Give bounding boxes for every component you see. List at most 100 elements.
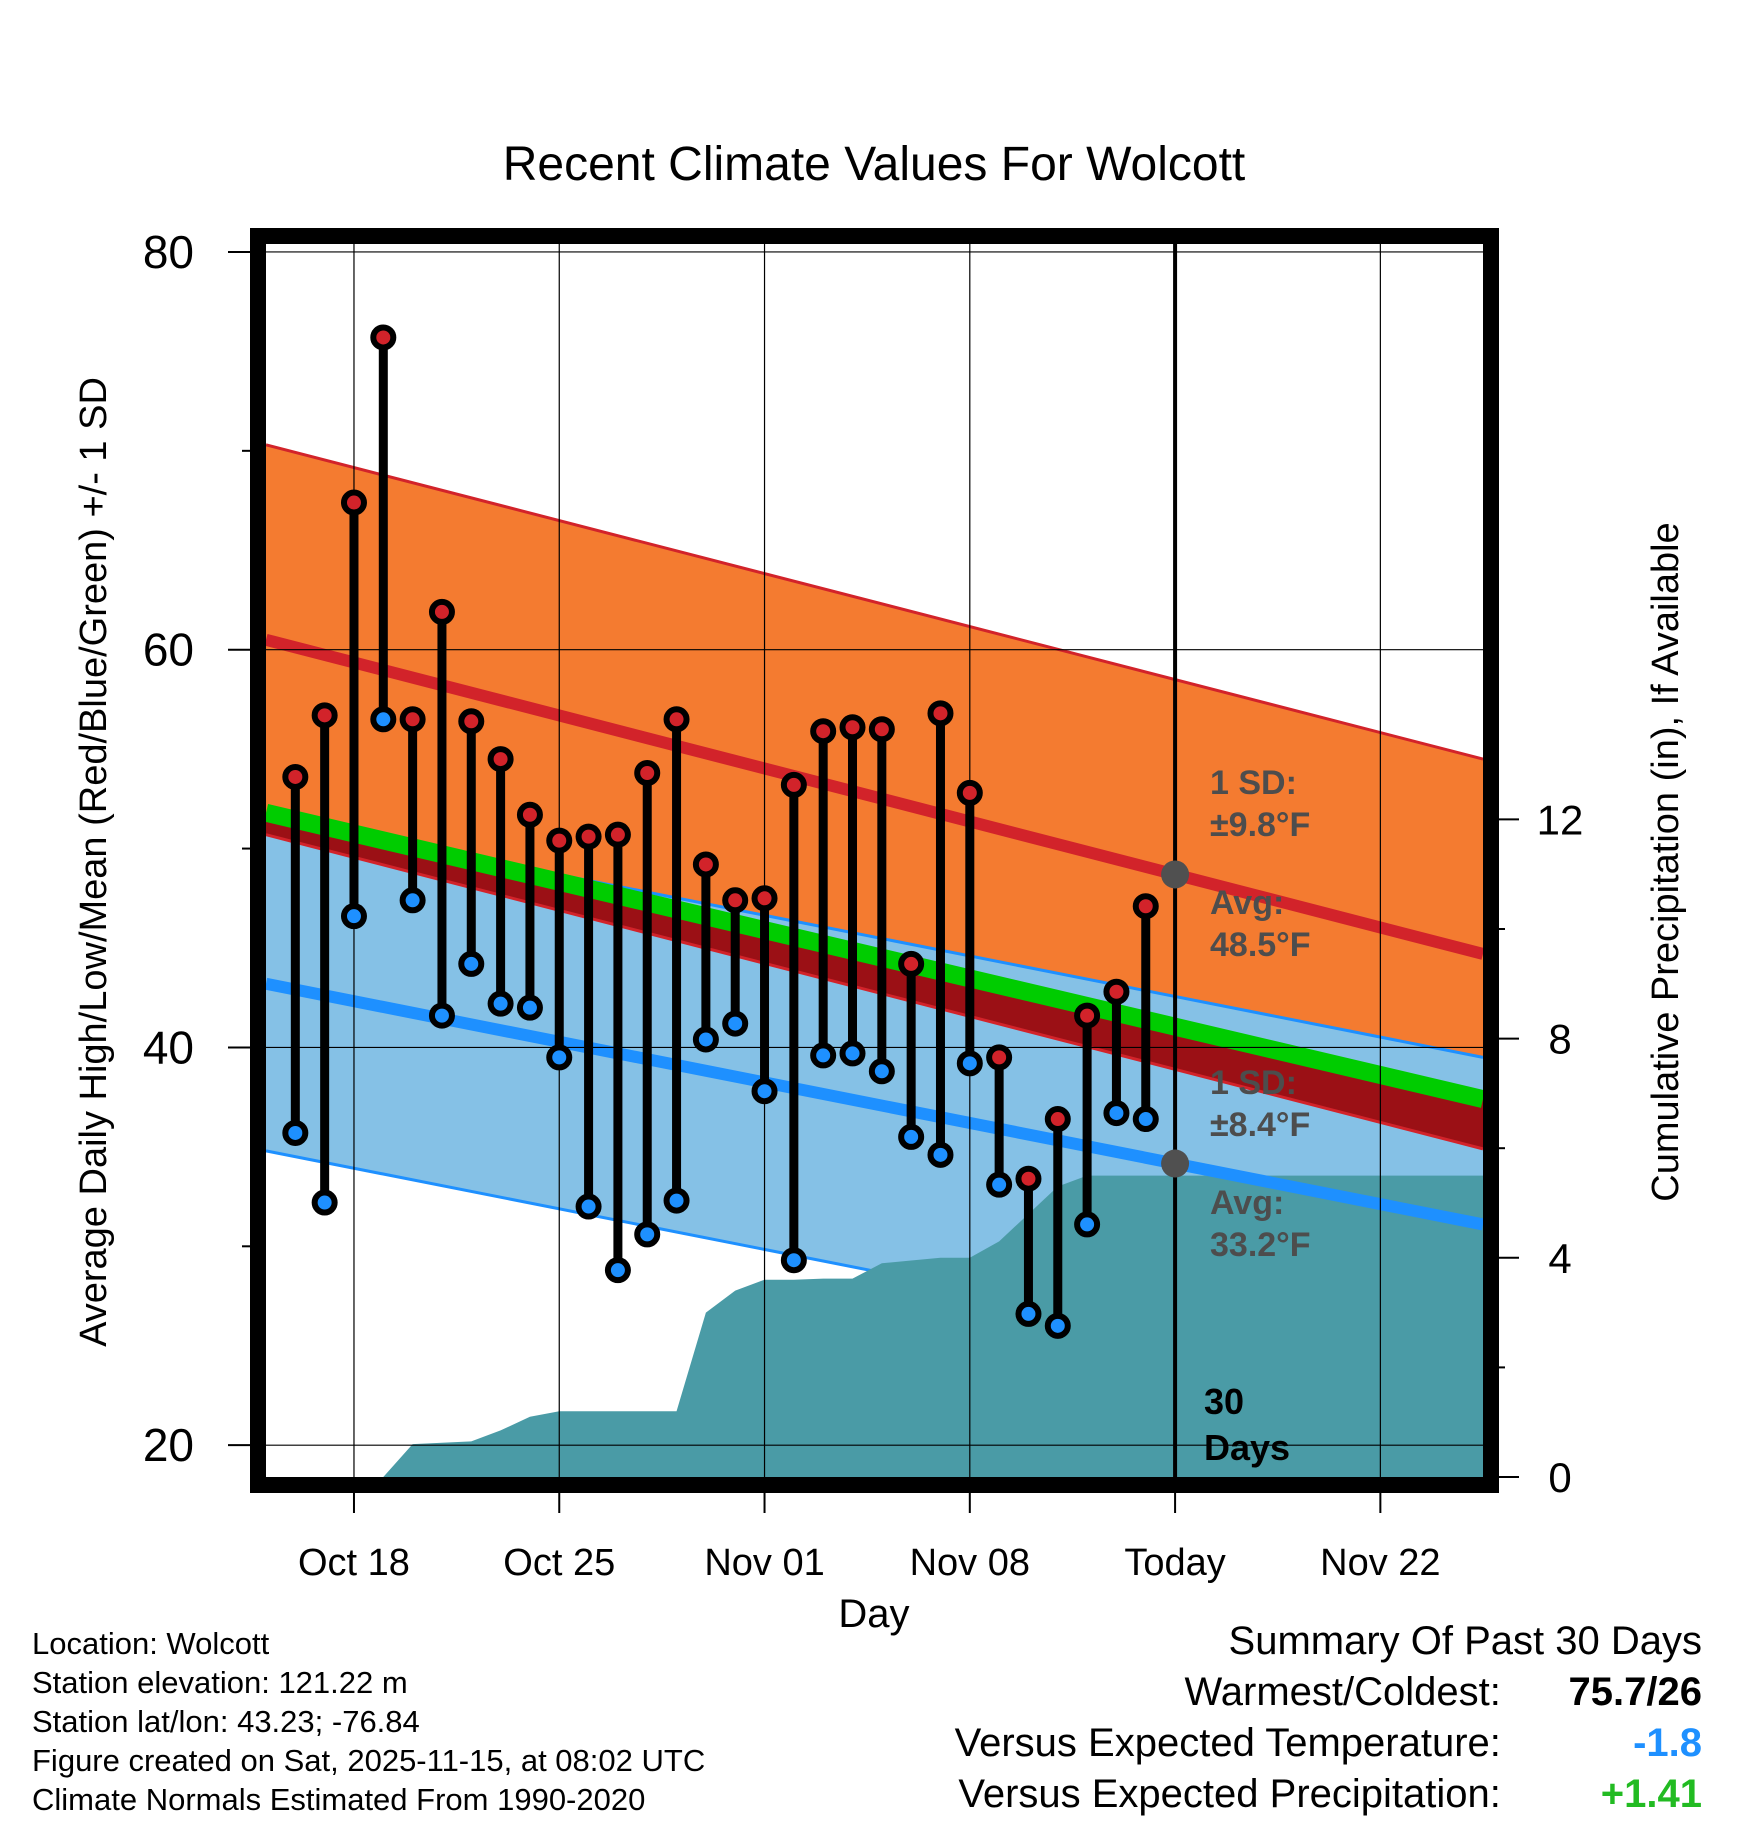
daily-low-dot [868,1058,895,1085]
daily-low-dot [780,1247,807,1274]
daily-high-dot [311,702,338,729]
summary-precip-row: Versus Expected Precipitation: +1.41 [955,1769,1702,1820]
daily-high-dot [458,708,485,735]
daily-low-dot [1015,1300,1042,1327]
daily-low-dot [839,1040,866,1067]
daily-high-dot [1103,978,1130,1005]
daily-high-dot [634,759,661,786]
daily-high-dot [399,706,426,733]
high-normal-line [264,633,1485,960]
daily-high-dot [898,950,925,977]
daily-low-dot [311,1189,338,1216]
daily-low-dot [487,990,514,1017]
low-sd-value: ±8.4°F [1210,1106,1310,1144]
daily-low-dot [986,1171,1013,1198]
high-avg-value: 48.5°F [1210,926,1311,964]
summary-temp-row: Versus Expected Temperature: -1.8 [955,1718,1702,1769]
summary-warmest-row: Warmest/Coldest: 75.7/26 [955,1667,1703,1718]
y-right-tick-label: 8 [1548,1016,1571,1063]
temp-anomaly-value: -1.8 [1633,1721,1702,1765]
daily-low-dot [751,1078,778,1105]
today-low-avg-marker [1161,1149,1190,1178]
daily-low-dot [1103,1100,1130,1127]
daily-high-dot [516,801,543,828]
daily-high-dot [575,823,602,850]
daily-low-dot [663,1187,690,1214]
daily-high-dot [428,598,455,625]
daily-low-dot [810,1042,837,1069]
y-right-tick-label: 4 [1548,1235,1571,1282]
warmest-label: Warmest/Coldest: [1184,1670,1501,1714]
y-tick-label: 20 [143,1419,194,1471]
daily-low-dot [458,950,485,977]
low-avg-value: 33.2°F [1210,1226,1311,1264]
summary-panel: Summary Of Past 30 Days Warmest/Coldest:… [955,1616,1702,1820]
low-avg-label: Avg: [1210,1184,1284,1222]
x-tick-label: Today [1124,1542,1225,1584]
normals-text: Climate Normals Estimated From 1990-2020 [32,1782,646,1817]
daily-high-dot [839,714,866,741]
x-tick-label: Oct 18 [298,1542,410,1584]
daily-high-dot [810,718,837,745]
temp-anomaly-label: Versus Expected Temperature: [954,1721,1501,1765]
daily-low-dot [634,1221,661,1248]
chart-title: Recent Climate Values For Wolcott [503,138,1246,191]
daily-low-dot [575,1193,602,1220]
daily-low-dot [546,1044,573,1071]
location-text: Location: Wolcott [32,1626,270,1661]
daily-low-dot [340,903,367,930]
daily-low-dot [1074,1211,1101,1238]
daily-high-dot [692,851,719,878]
daily-high-dot [340,489,367,516]
y-axis-label-left: Average Daily High/Low/Mean (Red/Blue/Gr… [73,377,115,1347]
x-tick-label: Nov 08 [910,1542,1030,1584]
y-right-tick-label: 12 [1537,796,1584,843]
created-text: Figure created on Sat, 2025-11-15, at 08… [32,1743,706,1778]
y-tick-label: 80 [143,226,194,278]
elevation-text: Station elevation: 121.22 m [32,1665,408,1700]
daily-high-dot [956,779,983,806]
daily-high-dot [927,700,954,727]
x-axis-label: Day [838,1592,909,1636]
daily-low-dot [428,1002,455,1029]
daily-low-dot [604,1257,631,1284]
y-axis-label-right: Cumulative Precipitation (in), If Availa… [1645,522,1687,1201]
x-tick-label: Nov 22 [1320,1542,1440,1584]
y-tick-label: 40 [143,1021,194,1073]
daily-high-dot [1132,893,1159,920]
daily-low-dot [722,1010,749,1037]
daily-low-dot [1132,1106,1159,1133]
daily-high-dot [751,885,778,912]
daily-high-dot [1015,1165,1042,1192]
daily-low-dot [898,1123,925,1150]
daily-high-dot [780,771,807,798]
plot-frame [250,228,1499,1493]
daily-high-dot [986,1044,1013,1071]
daily-low-dot [399,887,426,914]
days-word-label: Days [1204,1427,1290,1468]
low-normal-line [264,977,1485,1231]
daily-low-dot [370,706,397,733]
daily-high-dot [487,746,514,773]
latlon-text: Station lat/lon: 43.23; -76.84 [32,1704,420,1739]
daily-low-dot [1044,1312,1071,1339]
daily-low-dot [282,1119,309,1146]
daily-high-dot [604,821,631,848]
days-count-label: 30 [1204,1381,1244,1422]
daily-low-dot [956,1050,983,1077]
daily-high-dot [1074,1002,1101,1029]
summary-title: Summary Of Past 30 Days [1228,1619,1702,1663]
daily-low-dot [516,994,543,1021]
daily-high-dot [868,716,895,743]
warmest-value: 75.7/26 [1568,1670,1702,1714]
precip-anomaly-label: Versus Expected Precipitation: [958,1772,1501,1816]
low-sd-label: 1 SD: [1210,1064,1297,1102]
daily-high-dot [546,827,573,854]
high-sd-value: ±9.8°F [1210,806,1310,844]
daily-high-dot [1044,1106,1071,1133]
today-high-avg-marker [1161,860,1190,889]
station-info: Location: Wolcott Station elevation: 121… [32,1624,705,1819]
precip-area [383,1175,1483,1477]
daily-high-dot [722,887,749,914]
